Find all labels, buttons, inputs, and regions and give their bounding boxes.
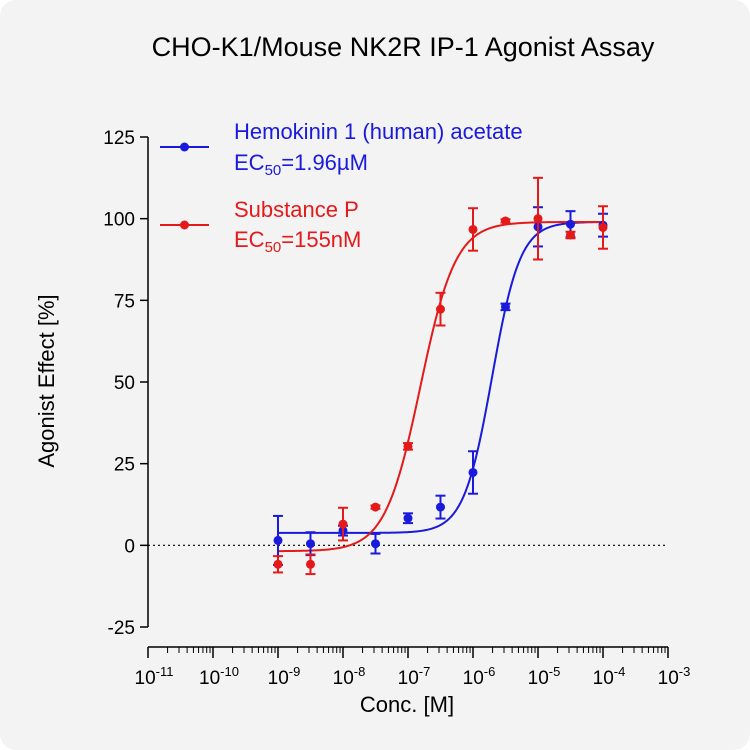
data-marker [500, 216, 510, 226]
data-marker [370, 502, 380, 512]
data-marker [435, 502, 445, 512]
legend-marker [180, 220, 189, 230]
y-tick-label: 25 [114, 455, 135, 476]
data-point [338, 506, 348, 542]
data-marker [305, 559, 315, 569]
y-tick-label: 125 [103, 128, 135, 149]
x-tick-label: 10-7 [398, 664, 431, 689]
legend-series-name: Substance P [234, 197, 359, 222]
data-point [435, 291, 446, 327]
data-point [500, 216, 511, 226]
x-tick-label: 10-4 [593, 664, 626, 689]
x-tick-label: 10-5 [528, 664, 561, 689]
data-point [370, 532, 381, 555]
data-marker [273, 559, 283, 569]
data-marker [598, 222, 608, 232]
data-marker [435, 304, 445, 314]
data-marker [370, 539, 380, 549]
y-tick-label: 0 [124, 536, 135, 557]
x-tick-label: 10-6 [463, 664, 496, 689]
legend: Hemokinin 1 (human) acetate EC50=1.96µM Su… [160, 119, 523, 256]
legend-ec50: EC50=1.96µM [234, 150, 368, 179]
data-point [305, 531, 316, 557]
x-axis-label: Conc. [M] [360, 692, 454, 717]
data-point [403, 512, 413, 525]
data-point [305, 553, 316, 576]
data-point [468, 207, 478, 252]
y-tick-label: 100 [103, 210, 135, 231]
data-marker [338, 519, 348, 529]
data-point [370, 502, 381, 512]
data-marker [565, 219, 575, 229]
x-tick-label: 10-10 [199, 664, 239, 689]
data-marker [273, 535, 283, 545]
legend-series-name: Hemokinin 1 (human) acetate [234, 119, 523, 144]
axes: 125 100 75 50 25 0 -25 10-11 10-10 10-9 10-8 10-7 10… [103, 128, 690, 689]
data-marker [468, 467, 478, 477]
data-point [435, 494, 446, 520]
legend-ec50: EC50=155nM [234, 227, 361, 256]
data-marker [533, 214, 543, 224]
data-marker [500, 302, 510, 312]
data-point [565, 230, 576, 240]
x-tick-label: 10-8 [333, 664, 366, 689]
y-axis-label: Agonist Effect [%] [34, 294, 59, 467]
data-marker [468, 224, 478, 234]
data-point [403, 441, 413, 451]
data-point [468, 450, 478, 495]
data-marker [305, 539, 315, 549]
y-tick-label: -25 [108, 618, 135, 639]
data-points [273, 176, 608, 576]
data-point [273, 555, 283, 574]
data-point [533, 176, 543, 261]
data-point [598, 205, 608, 250]
legend-marker [180, 142, 189, 152]
chart-title: CHO-K1/Mouse NK2R IP-1 Agonist Assay [152, 32, 655, 62]
data-marker [565, 230, 575, 240]
x-tick-label: 10-3 [658, 664, 691, 689]
x-tick-label: 10-9 [268, 664, 301, 689]
data-point [500, 302, 511, 312]
fit-curve [278, 221, 604, 534]
data-marker [403, 513, 413, 523]
data-marker [403, 441, 413, 451]
x-tick-label: 10-11 [135, 664, 174, 689]
y-tick-label: 50 [114, 373, 135, 394]
y-tick-label: 75 [114, 291, 135, 312]
